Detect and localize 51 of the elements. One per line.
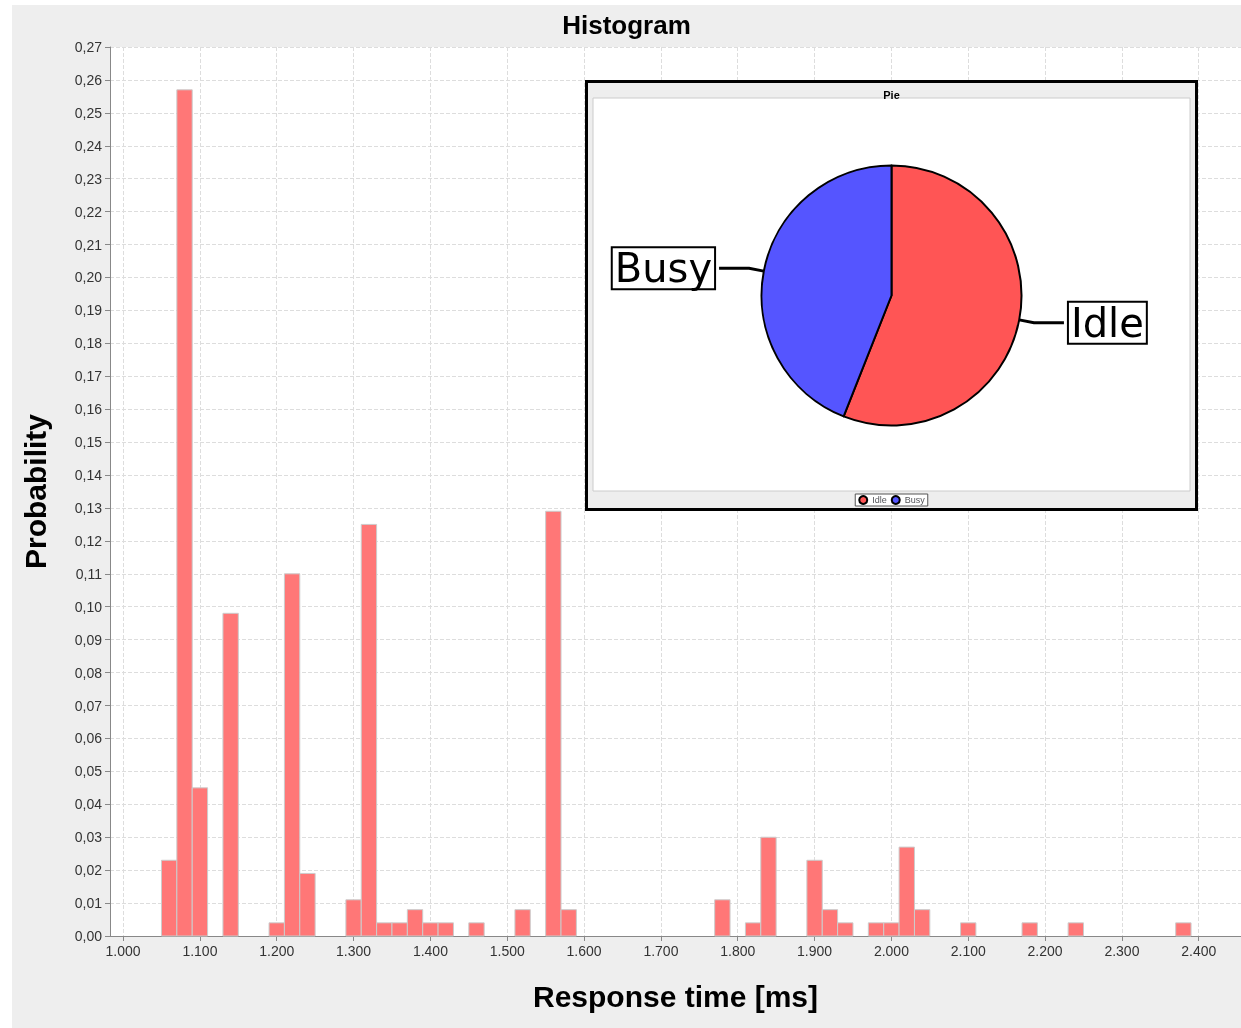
y-tick-label: 0,19	[74, 302, 103, 319]
y-tick-label: 0,24	[74, 137, 103, 154]
x-tick-label: 1.400	[412, 943, 449, 959]
y-tick-label: 0,15	[74, 434, 103, 451]
y-tick-label: 0,27	[74, 39, 103, 55]
x-tick-label: 1.700	[643, 943, 679, 959]
x-tick-label: 2.000	[873, 943, 910, 959]
y-tick-label: 0,26	[74, 71, 103, 88]
x-tick-label: 1.900	[797, 943, 833, 959]
y-tick-label: 0,22	[74, 203, 103, 220]
y-tick-label: 0,05	[74, 763, 103, 780]
y-tick-label: 0,11	[75, 565, 103, 582]
x-tick-label: 1.500	[489, 943, 525, 959]
x-tick-label: 1.300	[336, 943, 372, 959]
x-tick-label: 2.200	[1027, 943, 1063, 959]
y-tick-label: 0,09	[74, 631, 103, 648]
legend-label: Busy	[904, 495, 926, 505]
x-tick-label: 2.400	[1181, 943, 1217, 959]
x-tick-label: 1.800	[720, 943, 756, 959]
y-tick-label: 0,07	[74, 697, 103, 714]
y-tick-label: 0,25	[74, 104, 103, 121]
y-tick-label: 0,04	[74, 796, 103, 813]
y-tick-label: 0,03	[74, 829, 103, 846]
x-axis-title: Response time [ms]	[532, 979, 819, 1013]
legend-label: Idle	[872, 495, 887, 505]
y-tick-label: 0,23	[74, 170, 103, 187]
slice-label: Idle	[1070, 299, 1144, 346]
y-tick-label: 0,14	[74, 467, 103, 484]
x-tick-label: 1.000	[105, 943, 141, 959]
y-tick-label: 0,12	[74, 532, 103, 549]
chart-title: Histogram	[562, 10, 691, 40]
x-tick-label: 1.600	[566, 943, 602, 959]
y-tick-label: 0,13	[74, 499, 103, 516]
x-tick-label: 2.300	[1104, 943, 1140, 959]
y-axis-title: Probability	[18, 413, 52, 570]
x-tick-label: 1.100	[182, 943, 218, 959]
y-tick-label: 0,21	[74, 236, 103, 253]
y-tick-label: 0,16	[74, 401, 103, 418]
y-tick-label: 0,20	[74, 269, 103, 286]
y-tick-label: 0,18	[74, 335, 103, 352]
x-tick-label: 2.100	[950, 943, 986, 959]
y-tick-label: 0,01	[74, 895, 103, 912]
y-tick-label: 0,06	[74, 730, 103, 747]
chart-title: Pie	[883, 88, 900, 101]
x-tick-label: 1.200	[259, 943, 295, 959]
y-tick-label: 0,17	[74, 368, 103, 385]
y-tick-label: 0,00	[74, 928, 103, 944]
y-tick-label: 0,02	[74, 862, 103, 879]
y-tick-label: 0,08	[74, 664, 103, 681]
y-tick-label: 0,10	[74, 598, 103, 615]
slice-label: Busy	[614, 245, 713, 292]
